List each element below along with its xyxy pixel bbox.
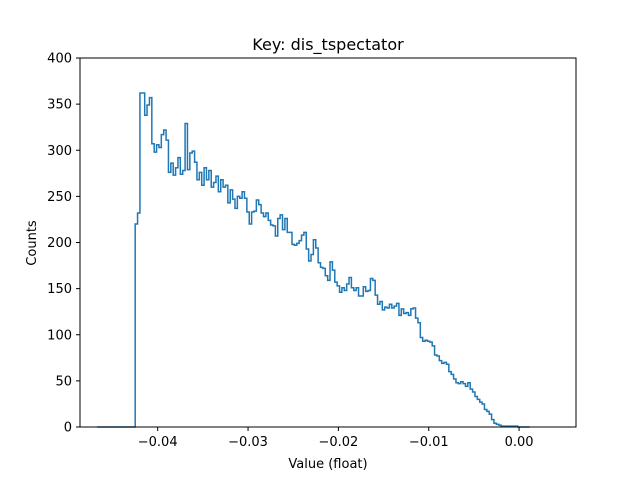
y-tick-label: 300 [47, 144, 72, 159]
x-axis-ticks: −0.04 −0.03 −0.02 −0.01 0.00 [138, 427, 534, 450]
x-tick-label: −0.03 [228, 435, 268, 450]
y-tick-label: 150 [47, 282, 72, 297]
histogram-series-line [97, 92, 530, 428]
y-tick-label: 0 [64, 421, 72, 436]
y-tick-label: 250 [47, 190, 72, 205]
y-tick-label: 100 [47, 328, 72, 343]
y-axis-ticks: 0 50 100 150 200 250 300 350 400 [47, 52, 80, 436]
x-tick-label: −0.02 [318, 435, 358, 450]
plot-frame [79, 57, 577, 428]
plot-area [97, 92, 530, 428]
y-tick-label: 350 [47, 98, 72, 113]
x-axis-label: Value (float) [288, 457, 367, 472]
y-tick-label: 50 [55, 374, 72, 389]
x-tick-label: −0.01 [409, 435, 449, 450]
y-tick-label: 200 [47, 236, 72, 251]
x-tick-label: −0.04 [138, 435, 178, 450]
x-tick-label: 0.00 [505, 435, 534, 450]
y-tick-label: 400 [47, 52, 72, 67]
y-axis-label: Counts [25, 220, 40, 266]
chart-title: Key: dis_tspectator [252, 35, 404, 55]
